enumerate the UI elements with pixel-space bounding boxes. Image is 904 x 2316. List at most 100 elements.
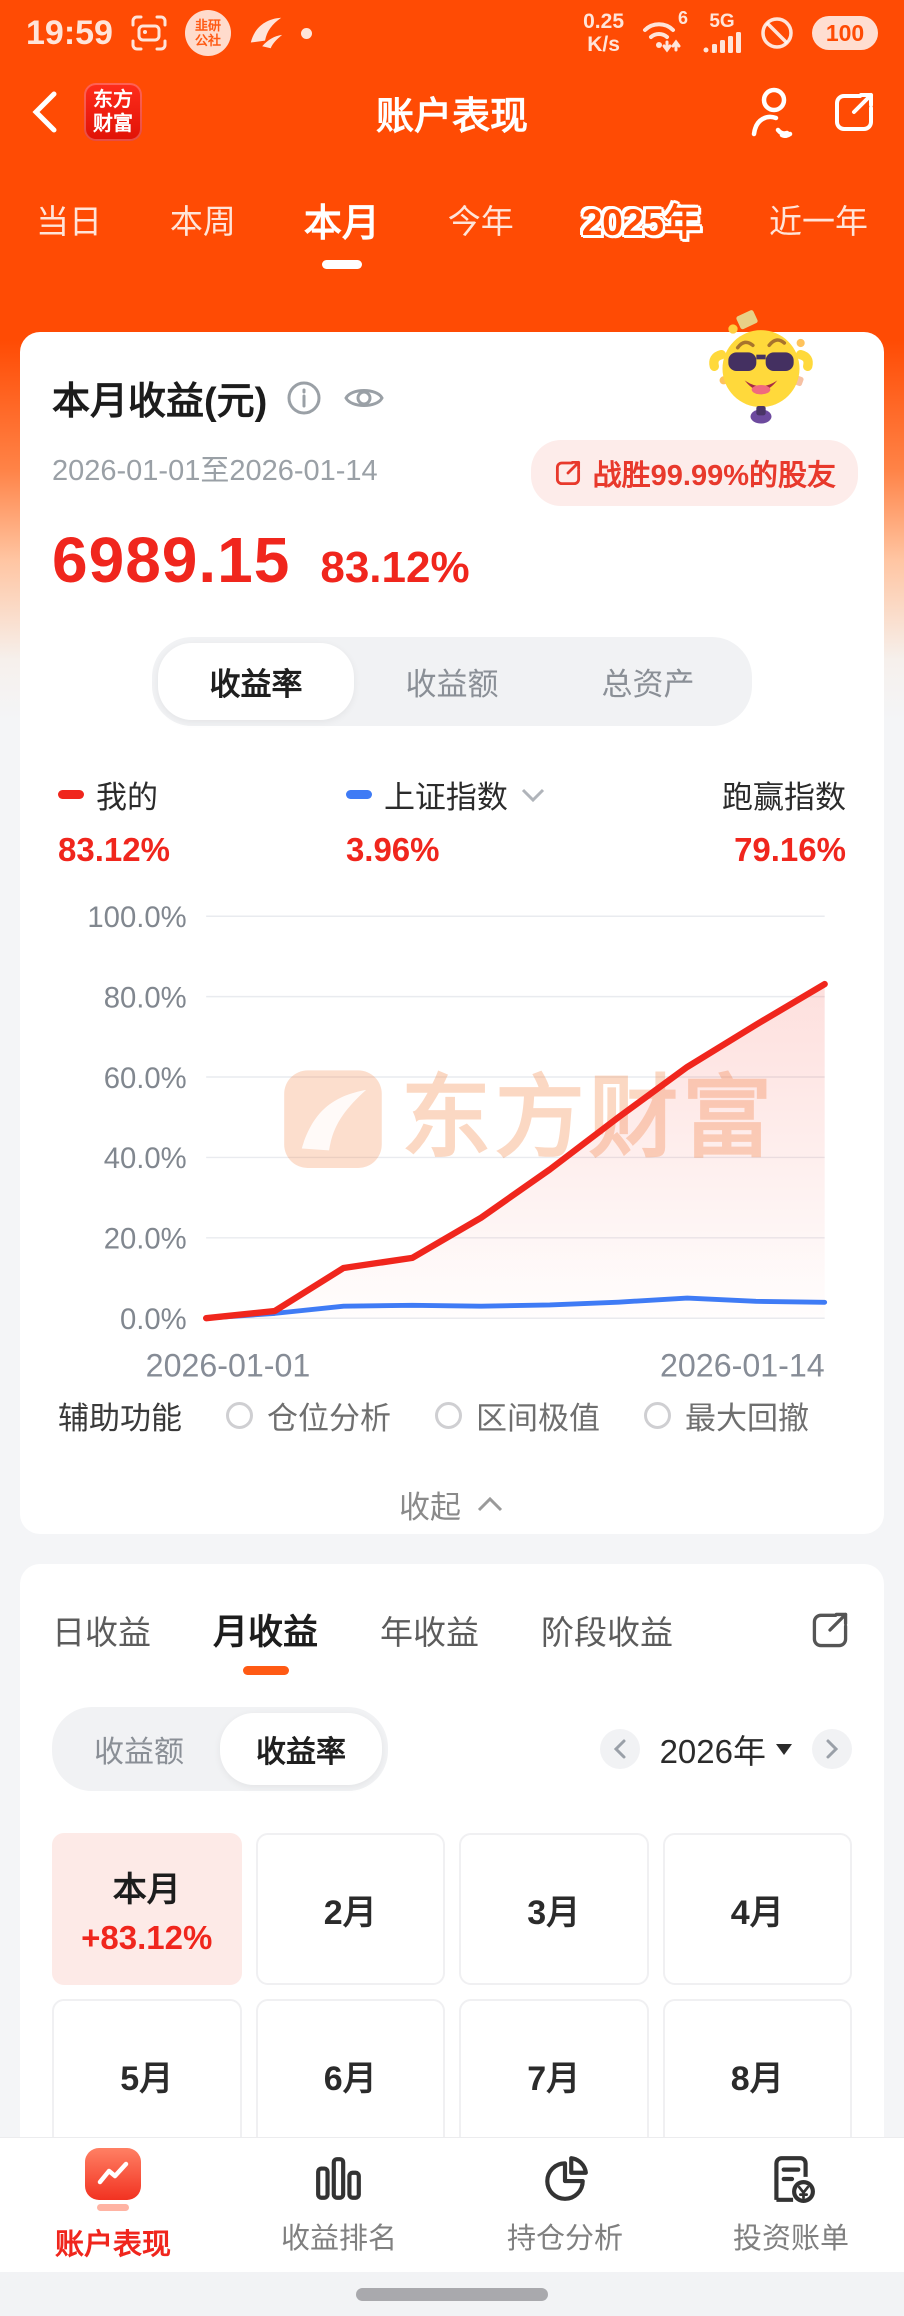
- wifi-icon: 6: [640, 8, 688, 54]
- svg-text:100.0%: 100.0%: [87, 902, 186, 934]
- do-not-disturb-icon: [758, 14, 796, 52]
- tab-period-returns[interactable]: 阶段收益: [541, 1613, 674, 1651]
- segment-return-rate[interactable]: 收益率: [158, 643, 354, 720]
- celebration-emoji: [702, 308, 820, 434]
- segment-amount[interactable]: 收益额: [94, 1736, 184, 1769]
- month-cell-current[interactable]: 本月 +83.12%: [52, 1833, 242, 1985]
- page-title: 账户表现: [375, 95, 528, 138]
- next-year-button[interactable]: [812, 1729, 852, 1769]
- svg-text:2026-01-01: 2026-01-01: [146, 1348, 311, 1384]
- returns-tab-bar: 日收益 月收益 年收益 阶段收益: [52, 1604, 852, 1655]
- home-indicator[interactable]: [356, 2287, 548, 2301]
- tab-monthly-returns[interactable]: 月收益: [213, 1604, 318, 1655]
- month-cell-aug[interactable]: 8月: [662, 1999, 852, 2151]
- visibility-eye-icon[interactable]: [341, 379, 387, 417]
- home-indicator-area: [0, 2272, 904, 2316]
- chevron-up-icon: [477, 1496, 503, 1512]
- screenshot-icon: [129, 13, 169, 53]
- customer-service-icon[interactable]: [748, 86, 796, 138]
- legend-outperform-value: 79.16%: [734, 831, 846, 868]
- cell-signal-icon: 5G: [702, 12, 742, 53]
- svg-text:2026-01-14: 2026-01-14: [660, 1348, 825, 1384]
- legend-index-value: 3.96%: [345, 831, 440, 868]
- tab-this-month[interactable]: 本月: [304, 192, 380, 247]
- date-range: 2026-01-01至2026-01-14: [52, 455, 378, 487]
- battery-indicator: 100: [812, 16, 878, 50]
- radio-unchecked-icon: [644, 1401, 671, 1429]
- tab-yearly-returns[interactable]: 年收益: [380, 1613, 480, 1651]
- nav-investment-bill[interactable]: 投资账单: [691, 2153, 891, 2257]
- month-cell-apr[interactable]: 4月: [662, 1833, 852, 1985]
- tab-this-year[interactable]: 今年: [447, 203, 514, 240]
- svg-text:0.0%: 0.0%: [120, 1304, 187, 1336]
- bill-receipt-icon: [766, 2153, 816, 2205]
- clock: 19:59: [26, 13, 113, 52]
- chart-legend: 我的 83.12% 上证指数 3.96% 跑赢指数 79.16%: [52, 772, 852, 869]
- month-cell-feb[interactable]: 2月: [255, 1833, 445, 1985]
- month-grid: 本月 +83.12% 2月 3月 4月 5月 6月 7月 8月: [52, 1833, 852, 2151]
- pie-chart-icon: [540, 2153, 590, 2205]
- month-cell-may[interactable]: 5月: [52, 1999, 242, 2151]
- radio-unchecked-icon: [226, 1401, 253, 1429]
- community-app-badge: 韭研 公社: [184, 10, 231, 56]
- performance-chart[interactable]: 100.0%80.0%60.0%40.0%20.0%0.0% 东方财富 2026…: [52, 887, 852, 1387]
- tab-daily-returns[interactable]: 日收益: [52, 1613, 151, 1651]
- legend-index-selector[interactable]: 上证指数: [345, 772, 546, 817]
- share-icon[interactable]: [808, 1608, 852, 1652]
- monthly-profit-card: 本月收益(元) 2026-01-01至2026-01-14: [20, 310, 884, 1534]
- aux-label: 辅助功能: [58, 1400, 182, 1436]
- card-title: 本月收益(元): [52, 381, 268, 423]
- profit-percent: 83.12%: [320, 543, 470, 592]
- nav-returns-ranking[interactable]: 收益排名: [239, 2153, 439, 2257]
- segment-total-assets[interactable]: 总资产: [601, 667, 695, 702]
- collapse-button[interactable]: 收起: [52, 1482, 852, 1527]
- metric-segmented-control: 收益率 收益额 总资产: [152, 637, 752, 726]
- periodic-returns-card: 日收益 月收益 年收益 阶段收益 收益额 收益率 2026年: [20, 1564, 884, 2164]
- bar-chart-icon: [314, 2153, 364, 2205]
- caret-down-icon: [776, 1743, 792, 1755]
- svg-text:60.0%: 60.0%: [104, 1063, 187, 1095]
- active-indicator: [97, 2203, 129, 2211]
- tab-last-year[interactable]: 近一年: [768, 203, 868, 240]
- legend-mine-value: 83.12%: [58, 831, 170, 868]
- badge-label: 战胜99.99%的股友: [592, 460, 836, 492]
- red-dash-icon: [58, 790, 84, 799]
- tab-today[interactable]: 当日: [36, 203, 102, 240]
- nav-position-analysis[interactable]: 持仓分析: [465, 2153, 665, 2257]
- tab-this-week[interactable]: 本周: [169, 203, 236, 240]
- radio-unchecked-icon: [435, 1401, 462, 1429]
- trend-chart-icon: [85, 2147, 141, 2200]
- notification-swoosh-icon: [247, 14, 285, 52]
- legend-mine: 我的: [58, 772, 170, 817]
- share-icon[interactable]: [830, 88, 878, 136]
- aux-option-max-drawdown[interactable]: 最大回撤: [644, 1393, 809, 1438]
- blue-dash-icon: [345, 790, 372, 799]
- info-icon[interactable]: [285, 379, 323, 417]
- nav-account-performance[interactable]: 账户表现: [13, 2147, 213, 2263]
- notification-dot: [300, 27, 312, 39]
- aux-option-position-analysis[interactable]: 仓位分析: [226, 1393, 391, 1438]
- badge-share-icon: [553, 458, 583, 488]
- year-dropdown[interactable]: 2026年: [660, 1725, 792, 1773]
- beat-percent-badge[interactable]: 战胜99.99%的股友: [530, 440, 858, 506]
- svg-text:40.0%: 40.0%: [104, 1143, 187, 1175]
- prev-year-button[interactable]: [599, 1729, 640, 1769]
- mode-segmented-control: 收益额 收益率: [52, 1707, 388, 1791]
- segment-return-amount[interactable]: 收益额: [405, 667, 499, 702]
- app-header: 东方 财富 账户表现: [0, 60, 904, 164]
- month-cell-mar[interactable]: 3月: [459, 1833, 649, 1985]
- month-cell-jul[interactable]: 7月: [459, 1999, 649, 2151]
- aux-function-row: 辅助功能 仓位分析 区间极值 最大回撤: [52, 1393, 852, 1438]
- segment-rate[interactable]: 收益率: [220, 1713, 382, 1785]
- svg-text:20.0%: 20.0%: [104, 1224, 187, 1256]
- profit-amount: 6989.15: [52, 524, 291, 596]
- back-button[interactable]: [26, 86, 66, 138]
- month-return-value: +83.12%: [81, 1918, 213, 1956]
- month-cell-jun[interactable]: 6月: [255, 1999, 445, 2151]
- chevron-down-icon: [521, 788, 544, 802]
- aux-option-range-extremes[interactable]: 区间极值: [435, 1393, 600, 1438]
- svg-text:80.0%: 80.0%: [104, 982, 187, 1014]
- tab-2025[interactable]: 2025年: [581, 202, 702, 243]
- network-speed: 0.25 K/s: [583, 10, 624, 56]
